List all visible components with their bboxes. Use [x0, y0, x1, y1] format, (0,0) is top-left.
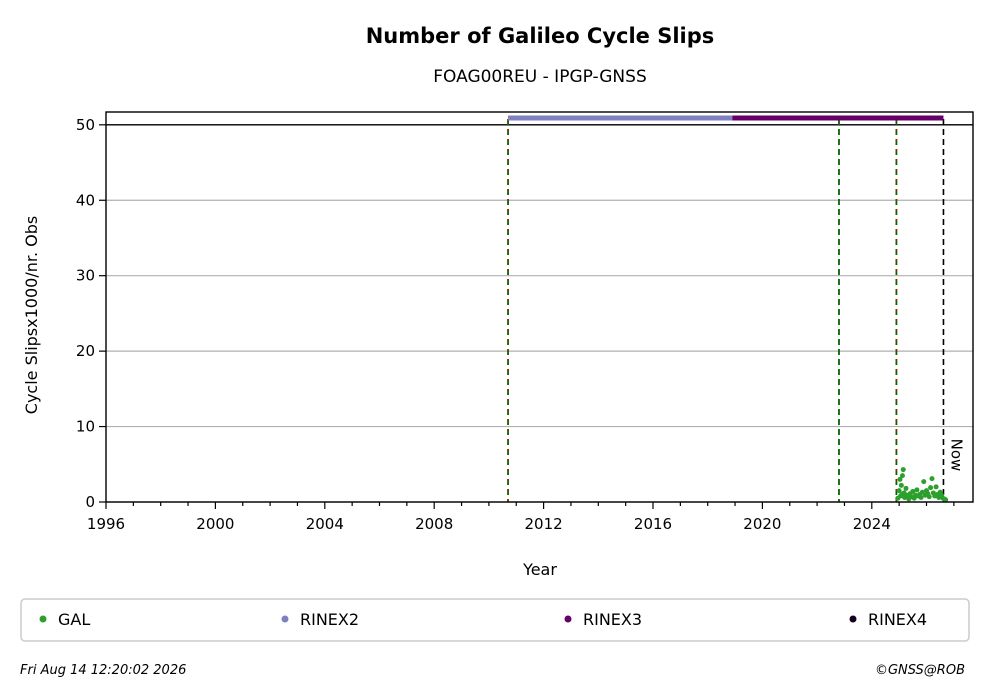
y-axis-label: Cycle Slipsx1000/nr. Obs: [22, 216, 41, 414]
legend-label-rinex3: RINEX3: [583, 610, 642, 629]
plot-frame: [105, 111, 974, 503]
gal-point-10: [903, 485, 909, 491]
x-axis-label: Year: [522, 560, 557, 579]
legend-marker-rinex3: [564, 615, 572, 623]
legend-marker-gal: [39, 615, 47, 623]
plot-background: [106, 112, 973, 502]
gal-point-6: [899, 473, 905, 479]
gal-point-21: [918, 494, 924, 500]
chart-title: Number of Galileo Cycle Slips: [366, 24, 715, 48]
x-tick-label-1996: 1996: [87, 515, 125, 533]
legend-label-rinex2: RINEX2: [300, 610, 359, 629]
legend-marker-rinex4: [849, 615, 857, 623]
y-tick-label-50: 50: [76, 116, 95, 134]
y-tick-label-0: 0: [85, 493, 95, 511]
x-tick-label-2016: 2016: [634, 515, 672, 533]
x-tick-label-2020: 2020: [743, 515, 781, 533]
legend-label-gal: GAL: [58, 610, 90, 629]
gal-point-2: [897, 476, 903, 482]
gal-point-7: [900, 467, 906, 473]
gal-point-27: [926, 494, 932, 500]
x-tick-label-2000: 2000: [196, 515, 234, 533]
footer-credit: ©GNSS@ROB: [875, 663, 965, 678]
vertical-lines: [507, 119, 945, 502]
gal-point-29: [929, 476, 935, 482]
plot-area: Now: [105, 111, 974, 503]
y-tick-label-40: 40: [76, 191, 95, 209]
gal-point-23: [921, 479, 927, 485]
footer-timestamp: Fri Aug 14 12:20:02 2026: [20, 663, 186, 678]
gal-point-4: [898, 482, 904, 488]
gal-point-32: [933, 484, 939, 490]
gal-point-18: [914, 487, 920, 493]
legend-frame: [20, 598, 970, 642]
gal-point-28: [928, 485, 934, 491]
gal-point-1: [896, 488, 902, 494]
x-tick-label-2008: 2008: [415, 515, 453, 533]
x-tick-label-2024: 2024: [853, 515, 891, 533]
legend: GAL RINEX2 RINEX3 RINEX4: [20, 598, 970, 642]
y-tick-label-10: 10: [76, 418, 95, 436]
legend-marker-rinex2: [281, 615, 289, 623]
y-tick-label-20: 20: [76, 342, 95, 360]
gal-point-15: [910, 488, 916, 494]
x-axis: 1996 2000 2004 2008 2012 2016 2020 2024: [87, 502, 955, 533]
chart-subtitle: FOAG00REU - IPGP-GNSS: [433, 67, 646, 87]
legend-label-rinex4: RINEX4: [868, 610, 927, 629]
now-label: Now: [947, 439, 965, 472]
y-axis: 0 10 20 30 40 50: [76, 116, 106, 511]
x-tick-label-2012: 2012: [525, 515, 563, 533]
gal-points: [895, 467, 949, 503]
x-tick-label-2004: 2004: [306, 515, 344, 533]
gal-point-39: [943, 497, 949, 503]
y-tick-label-30: 30: [76, 267, 95, 285]
